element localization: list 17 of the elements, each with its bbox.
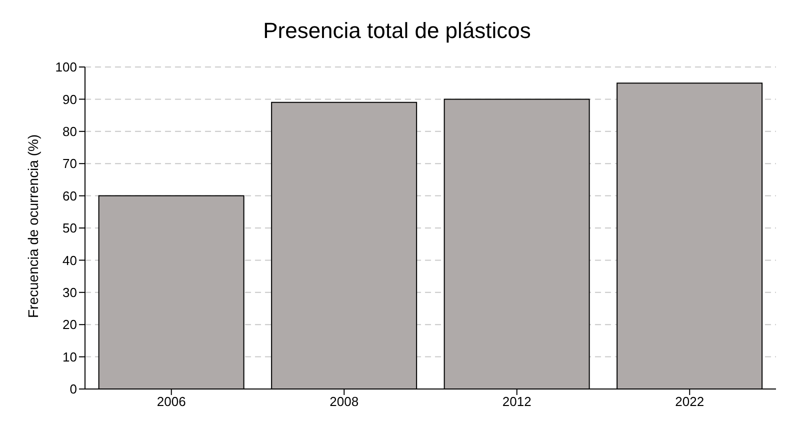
x-tick-label: 2006 — [156, 394, 186, 410]
y-tick-label: 60 — [62, 188, 77, 204]
y-tick-label: 10 — [62, 349, 77, 364]
y-tick-label: 50 — [62, 220, 77, 236]
y-tick-label: 70 — [62, 156, 77, 172]
x-tick-label: 2022 — [675, 394, 704, 410]
y-tick-label: 40 — [62, 252, 77, 268]
x-tick-label: 2012 — [502, 394, 532, 410]
y-tick-label: 30 — [62, 285, 77, 300]
y-tick-label: 0 — [70, 382, 77, 397]
y-tick-label: 20 — [62, 317, 77, 332]
y-tick-label: 80 — [62, 124, 77, 140]
y-axis-title: Frecuencia de ocurrencia (%) — [24, 134, 41, 318]
x-tick-label: 2008 — [330, 394, 359, 410]
y-tick-label: 100 — [55, 60, 77, 75]
y-tick-label: 90 — [62, 92, 77, 107]
chart-title: Presencia total de plásticos — [262, 17, 532, 45]
